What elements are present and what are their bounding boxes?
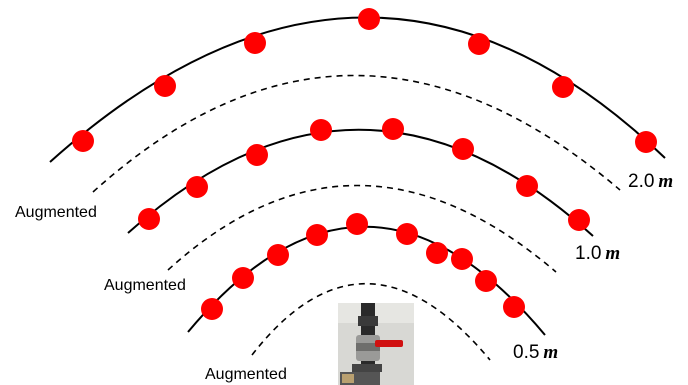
marker: [503, 296, 525, 318]
marker: [154, 75, 176, 97]
marker: [267, 244, 289, 266]
marker: [451, 248, 473, 270]
marker: [396, 223, 418, 245]
distance-unit-2m: m: [658, 171, 673, 192]
augmented-label-05m: Augmented: [205, 366, 287, 383]
marker: [635, 131, 657, 153]
marker: [426, 242, 448, 264]
distance-value-05m: 0.5: [513, 342, 539, 363]
marker: [232, 267, 254, 289]
arc-05m-augmented-dashed: [251, 283, 491, 361]
distance-label-2m: 2.0 m: [628, 171, 673, 192]
marker: [310, 119, 332, 141]
marker: [468, 33, 490, 55]
marker: [138, 208, 160, 230]
distance-unit-1m: m: [605, 243, 620, 264]
augmented-label-2m: Augmented: [15, 204, 97, 221]
marker: [358, 8, 380, 30]
markers-05m: [201, 213, 525, 320]
arc-2m-augmented-dashed: [92, 74, 621, 193]
marker: [246, 144, 268, 166]
distance-label-05m: 0.5 m: [513, 342, 558, 363]
marker: [568, 209, 590, 231]
marker: [346, 213, 368, 235]
marker: [244, 32, 266, 54]
arc-1m-augmented-dashed: [167, 184, 557, 273]
pipe-valve-photo-icon: [338, 303, 414, 385]
distance-value-1m: 1.0: [575, 243, 601, 264]
marker: [186, 176, 208, 198]
marker: [552, 76, 574, 98]
marker: [306, 224, 328, 246]
augmented-label-1m: Augmented: [104, 277, 186, 294]
distance-value-2m: 2.0: [628, 171, 654, 192]
marker: [452, 138, 474, 160]
marker: [382, 118, 404, 140]
markers-1m: [138, 118, 590, 231]
marker: [201, 298, 223, 320]
marker: [475, 270, 497, 292]
marker: [72, 130, 94, 152]
distance-label-1m: 1.0 m: [575, 243, 620, 264]
markers-2m: [72, 8, 657, 153]
distance-unit-05m: m: [543, 342, 558, 363]
marker: [516, 175, 538, 197]
